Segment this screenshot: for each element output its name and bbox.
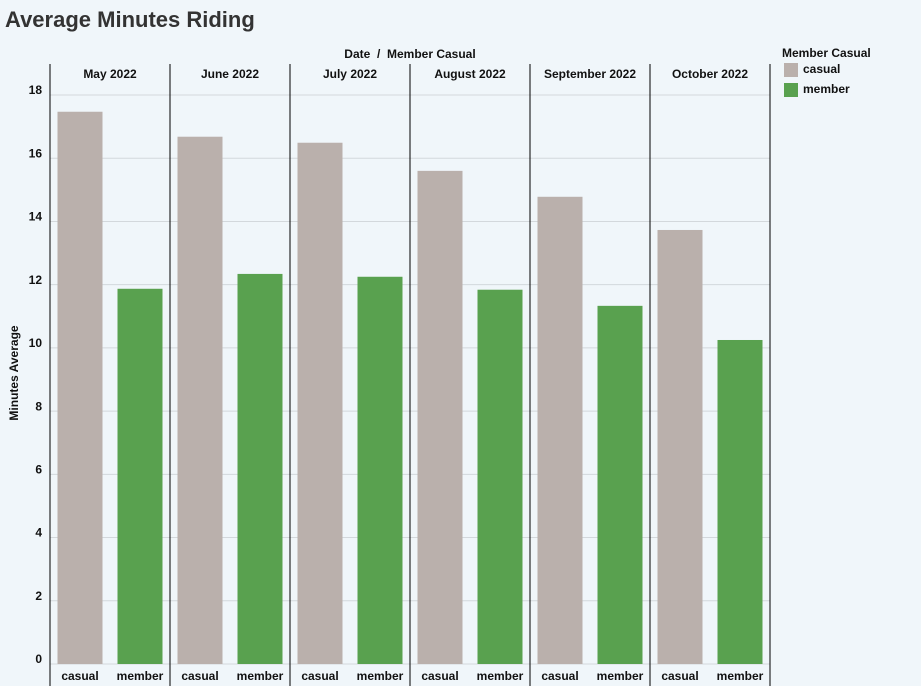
legend-swatch (784, 63, 798, 77)
bar (297, 142, 343, 664)
bar (537, 196, 583, 664)
y-tick-label: 12 (29, 273, 43, 287)
x-tick-label: casual (181, 669, 218, 683)
column-header: July 2022 (323, 67, 377, 81)
y-tick-label: 0 (35, 652, 42, 666)
bar (597, 305, 643, 664)
y-tick-label: 4 (35, 526, 42, 540)
x-tick-label: casual (541, 669, 578, 683)
legend-title: Member Casual (782, 46, 871, 60)
x-tick-label: member (477, 669, 524, 683)
bar (357, 276, 403, 664)
x-tick-label: casual (421, 669, 458, 683)
legend-label: casual (803, 62, 840, 76)
chart-title: Average Minutes Riding (5, 7, 255, 32)
bar (717, 339, 763, 664)
x-tick-label: casual (61, 669, 98, 683)
y-tick-label: 2 (35, 589, 42, 603)
y-axis-title: Minutes Average (7, 325, 21, 420)
x-tick-label: member (117, 669, 164, 683)
x-tick-label: member (597, 669, 644, 683)
x-tick-label: member (357, 669, 404, 683)
bar (417, 170, 463, 664)
x-axis-title: Date / Member Casual (344, 47, 475, 61)
legend-swatch (784, 83, 798, 97)
column-header: August 2022 (434, 67, 506, 81)
bar (57, 111, 103, 664)
y-tick-label: 14 (29, 210, 43, 224)
x-tick-label: casual (661, 669, 698, 683)
y-tick-label: 6 (35, 463, 42, 477)
column-header: June 2022 (201, 67, 259, 81)
x-tick-label: casual (301, 669, 338, 683)
bar (237, 273, 283, 664)
column-header: May 2022 (83, 67, 137, 81)
y-tick-label: 8 (35, 399, 42, 413)
bar (117, 288, 163, 664)
y-tick-label: 10 (29, 336, 43, 350)
bar (177, 136, 223, 664)
y-tick-label: 16 (29, 146, 43, 160)
column-header: October 2022 (672, 67, 748, 81)
bar (477, 289, 523, 664)
x-tick-label: member (717, 669, 764, 683)
legend-label: member (803, 82, 850, 96)
bar (657, 229, 703, 665)
column-header: September 2022 (544, 67, 636, 81)
x-tick-label: member (237, 669, 284, 683)
y-tick-label: 18 (29, 83, 43, 97)
